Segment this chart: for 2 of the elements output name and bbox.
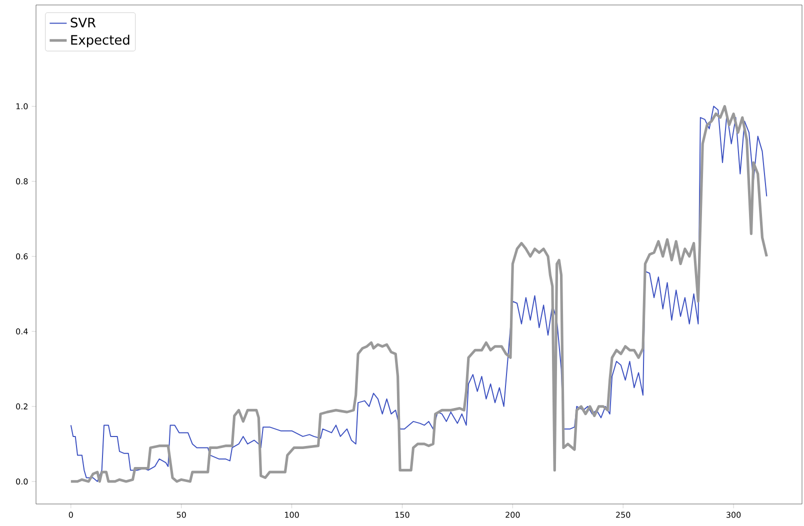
legend-label: Expected	[71, 34, 130, 48]
legend-label: SVR	[70, 18, 96, 28]
